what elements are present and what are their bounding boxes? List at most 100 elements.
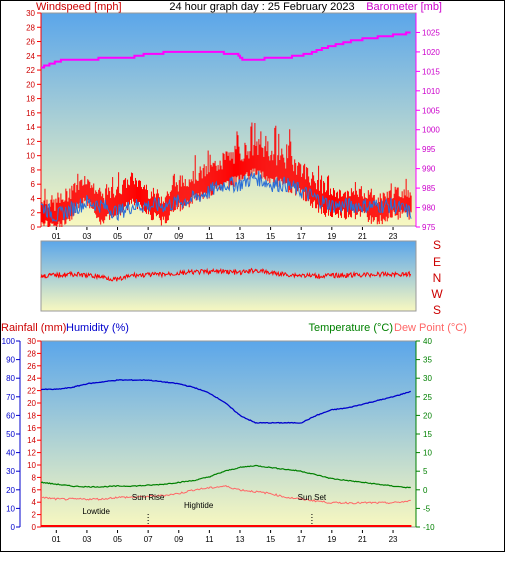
wind-y-tick-label: 6 (31, 180, 36, 189)
temp-x-tick-label: 15 (266, 535, 275, 544)
temp-y-tick-label: 35 (423, 356, 432, 365)
baro-y-tick-label: 995 (422, 145, 436, 154)
temp-panel-bg (40, 340, 417, 528)
wind-x-tick-label: 09 (174, 232, 183, 241)
baro-y-tick-label: 980 (422, 204, 436, 213)
humidity-y-tick-label: 50 (6, 430, 15, 439)
wind-y-tick-label: 12 (26, 137, 35, 146)
rain-y-tick-label: 28 (27, 349, 36, 358)
chart-marks: 0246810121416182022242628309759809859909… (2, 9, 441, 544)
humidity-y-tick-label: 0 (11, 523, 16, 532)
wind-x-tick-label: 13 (236, 232, 245, 241)
humidity-y-tick-label: 20 (6, 486, 15, 495)
baro-y-tick-label: 975 (422, 223, 436, 232)
rain-y-tick-label: 8 (32, 473, 37, 482)
wind-y-tick-label: 22 (26, 66, 35, 75)
wind-x-tick-label: 15 (266, 232, 275, 241)
baro-y-tick-label: 1015 (422, 67, 440, 76)
rain-y-tick-label: 6 (32, 486, 37, 495)
rain-y-tick-label: 22 (27, 387, 36, 396)
dewpoint-line (40, 485, 411, 505)
rain-y-tick-label: 24 (27, 374, 36, 383)
baro-y-tick-label: 1020 (422, 48, 440, 57)
annotation-label: Sun Rise (132, 493, 165, 502)
wind-x-tick-label: 01 (52, 232, 61, 241)
rain-y-tick-label: 30 (27, 337, 36, 346)
temp-y-tick-label: 5 (423, 467, 428, 476)
wind-y-tick-label: 10 (26, 152, 35, 161)
wind-x-tick-label: 07 (144, 232, 153, 241)
humidity-line (40, 378, 411, 424)
wind-x-tick-label: 23 (389, 232, 398, 241)
baro-y-tick-label: 990 (422, 165, 436, 174)
direction-label-s-top: S (433, 238, 441, 252)
wind-y-tick-label: 0 (31, 223, 36, 232)
annotation-label: Sun Set (298, 493, 327, 502)
wind-y-tick-label: 26 (26, 38, 35, 47)
temp-y-tick-label: 0 (423, 486, 428, 495)
humidity-y-tick-label: 10 (6, 504, 15, 513)
temp-x-tick-label: 23 (389, 535, 398, 544)
wind-x-tick-label: 11 (205, 232, 214, 241)
rain-y-tick-label: 14 (27, 436, 36, 445)
humidity-y-tick-label: 80 (6, 374, 15, 383)
temp-x-tick-label: 11 (205, 535, 214, 544)
humidity-y-tick-label: 70 (6, 393, 15, 402)
wind-y-tick-label: 28 (26, 23, 35, 32)
temp-y-tick-label: 40 (423, 337, 432, 346)
wind-y-tick-label: 8 (31, 166, 36, 175)
wind-average-line (40, 170, 412, 223)
annotation-label: Hightide (184, 501, 214, 510)
rain-y-tick-label: 18 (27, 411, 36, 420)
temp-y-tick-label: 25 (423, 393, 432, 402)
wind-x-tick-label: 05 (113, 232, 122, 241)
barometer-line (41, 31, 411, 69)
annotation-label: Lowtide (82, 507, 110, 516)
wind-x-tick-label: 17 (297, 232, 306, 241)
temp-x-tick-label: 21 (358, 535, 367, 544)
wind-y-tick-label: 14 (26, 123, 35, 132)
temperature-axis-title: Temperature (°C) (309, 322, 393, 334)
wind-y-tick-label: 20 (26, 80, 35, 89)
temp-x-tick-label: 03 (82, 535, 91, 544)
temp-x-tick-label: 07 (144, 535, 153, 544)
humidity-y-tick-label: 60 (6, 411, 15, 420)
wind-y-tick-label: 24 (26, 52, 35, 61)
chart-frame (0, 0, 505, 552)
wind-direction-line (40, 267, 412, 282)
direction-label-w: W (431, 287, 443, 301)
rain-y-tick-label: 20 (27, 399, 36, 408)
rainfall-axis-title: Rainfall (mm) (1, 322, 66, 334)
temp-y-tick-label: 30 (423, 374, 432, 383)
wind-y-tick-label: 4 (31, 194, 36, 203)
wind-y-tick-label: 18 (26, 95, 35, 104)
rain-y-tick-label: 2 (32, 511, 37, 520)
rain-y-tick-label: 10 (27, 461, 36, 470)
wind-panel-bg (40, 12, 417, 227)
temp-x-tick-label: 01 (52, 535, 61, 544)
temp-x-tick-label: 17 (297, 535, 306, 544)
temp-y-tick-label: -5 (423, 504, 431, 513)
baro-y-tick-label: 985 (422, 184, 436, 193)
temp-y-tick-label: 10 (423, 449, 432, 458)
wind-x-tick-label: 03 (82, 232, 91, 241)
temp-x-tick-label: 05 (113, 535, 122, 544)
direction-label-e: E (433, 255, 441, 269)
temp-y-tick-label: -10 (423, 523, 435, 532)
direction-label-s-bottom: S (433, 303, 441, 317)
rain-y-tick-label: 0 (32, 523, 37, 532)
humidity-y-tick-label: 100 (2, 337, 16, 346)
rain-y-tick-label: 26 (27, 362, 36, 371)
wind-x-tick-label: 21 (358, 232, 367, 241)
chart-title: 24 hour graph day : 25 February 2023 (169, 1, 354, 13)
rain-y-tick-label: 16 (27, 424, 36, 433)
rain-y-tick-label: 4 (32, 498, 37, 507)
temp-x-tick-label: 09 (174, 535, 183, 544)
rain-y-tick-label: 12 (27, 449, 36, 458)
humidity-axis-title: Humidity (%) (66, 322, 129, 334)
wind-y-tick-label: 30 (26, 9, 35, 18)
baro-y-tick-label: 1005 (422, 106, 440, 115)
temp-x-tick-label: 13 (236, 535, 245, 544)
baro-y-tick-label: 1025 (422, 28, 440, 37)
wind-x-tick-label: 19 (327, 232, 336, 241)
